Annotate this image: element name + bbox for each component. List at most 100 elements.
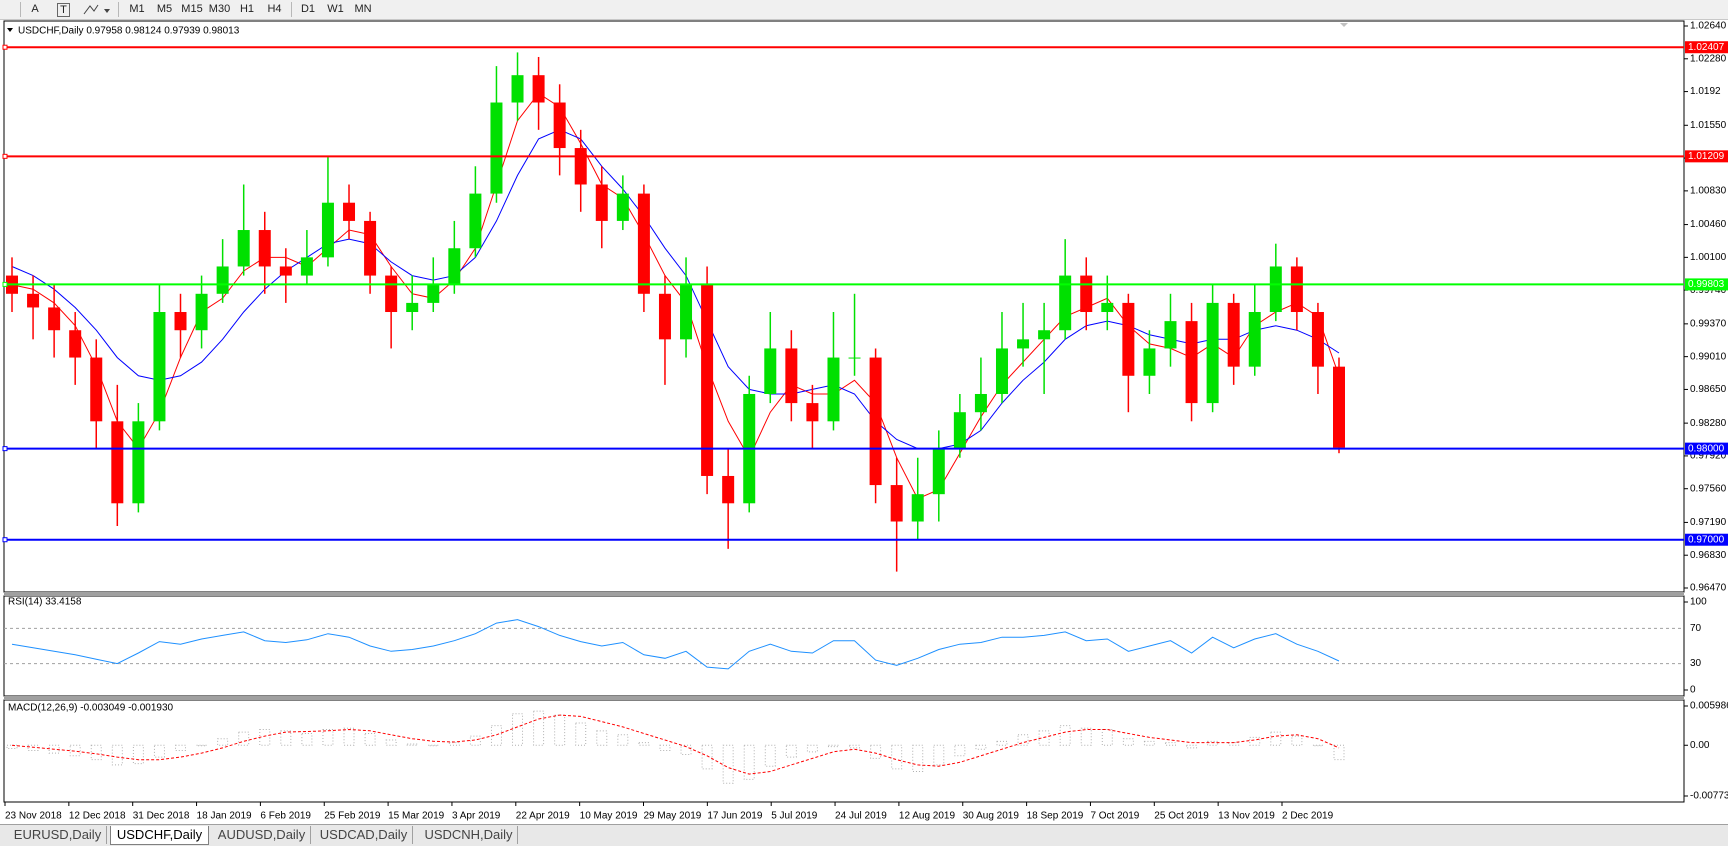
symbol-tab[interactable]: USDCNH,Daily	[420, 826, 518, 844]
macd-bar	[785, 744, 797, 758]
symbol-tab[interactable]: USDCAD,Daily	[315, 826, 413, 844]
chart-background	[0, 20, 1728, 824]
macd-bar	[806, 744, 818, 753]
candle-body	[953, 412, 966, 449]
macd-bar	[175, 744, 187, 752]
timeframe-button[interactable]: H1	[239, 3, 255, 15]
candle-body	[764, 348, 777, 394]
macd-bar	[132, 744, 144, 765]
panel-divider	[4, 592, 1684, 596]
timeframe-button[interactable]: H4	[267, 3, 282, 15]
y-tick-label: 1.01550	[1690, 120, 1727, 131]
macd-tick-label: 0.00	[1690, 740, 1710, 751]
x-tick-label: 12 Dec 2018	[69, 811, 126, 822]
symbol-tabs: EURUSD,Daily USDCHF,Daily AUDUSD,Daily USDC…	[0, 824, 1728, 846]
macd-bar	[301, 732, 313, 746]
text-label-tool[interactable]: T	[57, 3, 70, 17]
macd-bar	[954, 744, 966, 757]
y-tick-label: 1.00100	[1690, 252, 1727, 263]
candle-body	[258, 230, 271, 267]
candle-body	[406, 302, 419, 313]
macd-bar	[6, 744, 18, 750]
x-tick-label: 13 Nov 2019	[1218, 811, 1275, 822]
timeframe-button[interactable]: M5	[156, 3, 173, 15]
level-handle	[2, 44, 8, 50]
rsi-line	[11, 619, 1340, 670]
macd-bar	[69, 744, 81, 757]
symbol-tab[interactable]: EURUSD,Daily	[9, 826, 107, 844]
candle-body	[237, 230, 250, 267]
timeframe-button[interactable]: M1	[129, 3, 145, 15]
candle-body	[279, 266, 292, 276]
level-label-box	[1685, 278, 1728, 291]
moving-average	[11, 129, 1340, 450]
macd-bar	[680, 744, 692, 755]
candle-body	[448, 248, 461, 285]
y-tick-label: 0.98280	[1690, 418, 1727, 429]
candle-body	[27, 293, 40, 308]
macd-bar	[364, 732, 376, 746]
macd-bar	[469, 735, 481, 746]
x-tick-label: 22 Apr 2019	[516, 811, 570, 822]
timeframe-button[interactable]: M30	[208, 3, 231, 15]
candle-body	[469, 193, 482, 249]
macd-bar	[533, 710, 545, 746]
macd-bar	[827, 744, 839, 748]
y-tick-label: 1.02280	[1690, 53, 1727, 64]
level-handle	[2, 281, 8, 287]
macd-bar	[1143, 740, 1155, 746]
candle-body	[343, 202, 356, 221]
level-label: 0.98000	[1688, 443, 1725, 454]
text-tool[interactable]: A	[31, 3, 39, 15]
macd-bar	[343, 727, 355, 746]
candle-body	[427, 284, 440, 303]
x-tick-label: 15 Mar 2019	[388, 811, 445, 822]
chart: USDCHF,Daily 0.97958 0.98124 0.97939 0.9…	[0, 20, 1728, 824]
rsi-tick-label: 100	[1690, 597, 1707, 608]
toolbar: A T M1 M5 M15 M30 H1 H4 D1 W1 MN	[0, 0, 1728, 20]
candle-body	[1143, 348, 1156, 376]
timeframe-button[interactable]: D1	[300, 3, 316, 15]
candle-body	[1333, 366, 1345, 448]
timeframe-button[interactable]: W1	[327, 3, 344, 15]
x-tick-label: 17 Jun 2019	[707, 811, 762, 822]
macd-bar	[1101, 729, 1113, 746]
macd-bar	[701, 744, 713, 770]
candle-body	[553, 102, 566, 149]
candle-body	[321, 202, 334, 258]
x-tick-label: 25 Feb 2019	[324, 811, 381, 822]
candle-body	[532, 75, 545, 103]
macd-tick-label: 0.005986	[1690, 701, 1728, 712]
candle-body	[511, 75, 524, 103]
macd-bar	[617, 734, 629, 746]
macd-bar	[659, 744, 671, 752]
candle-body	[1185, 321, 1198, 404]
y-tick-label: 0.97190	[1690, 517, 1727, 528]
candle-body	[48, 307, 61, 331]
symbol-tab[interactable]: USDCHF,Daily	[110, 826, 209, 845]
shapes-tool[interactable]	[82, 3, 112, 17]
x-tick-label: 5 Jul 2019	[771, 811, 818, 822]
macd-bar	[575, 722, 587, 746]
y-tick-label: 1.00460	[1690, 219, 1727, 230]
panel-frames	[3, 20, 1685, 803]
x-tick-label: 7 Oct 2019	[1090, 811, 1139, 822]
candle-body	[364, 220, 377, 276]
macd-bar	[385, 739, 397, 746]
level-label-box	[1685, 150, 1728, 163]
y-tick-label: 0.97920	[1690, 451, 1727, 462]
macd-bar	[427, 744, 439, 747]
candle-body	[806, 403, 819, 422]
candle-body	[1248, 312, 1261, 367]
candle-body	[680, 284, 693, 340]
x-tick-label: 30 Aug 2019	[963, 811, 1020, 822]
candle-body	[195, 293, 208, 331]
x-tick-label: 12 Aug 2019	[899, 811, 956, 822]
candle-body	[1269, 266, 1282, 313]
x-tick-label: 10 May 2019	[580, 811, 638, 822]
symbol-tab[interactable]: AUDUSD,Daily	[213, 826, 311, 844]
timeframe-button[interactable]: M15	[181, 3, 203, 15]
timeframe-button[interactable]: MN	[354, 3, 372, 15]
candle-body	[153, 312, 166, 422]
